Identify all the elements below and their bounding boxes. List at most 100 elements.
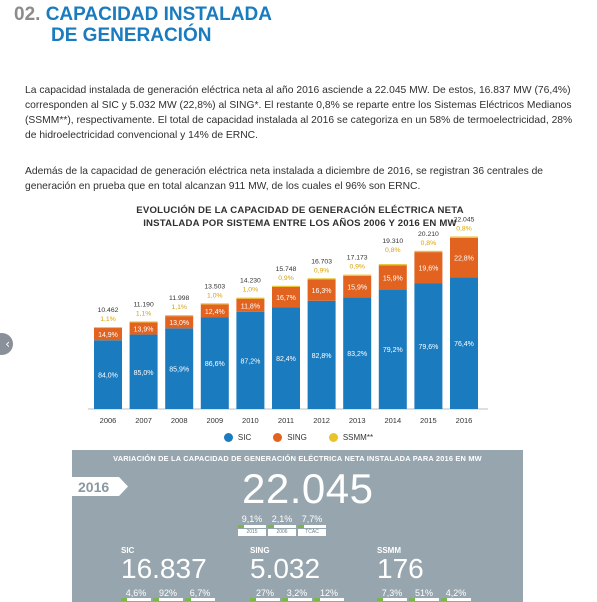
data-label-sic: 84,0% bbox=[98, 373, 118, 380]
data-label-sic: 76,4% bbox=[454, 341, 474, 348]
sic-variation-value: 4,6% bbox=[125, 588, 147, 598]
data-label-sic: 79,6% bbox=[418, 344, 438, 351]
bar-ssmm bbox=[414, 250, 443, 253]
chevron-left-icon[interactable]: ‹ bbox=[0, 333, 13, 355]
sic-variation-value: 6,7% bbox=[189, 588, 211, 598]
variation-panel: VARIACIÓN DE LA CAPACIDAD DE GENERACIÓN … bbox=[72, 450, 523, 602]
data-label-ssmm: 1,1% bbox=[100, 316, 116, 323]
total-variation-label: 2006 bbox=[268, 529, 296, 536]
data-label-sing: 13,9% bbox=[134, 326, 154, 333]
sing-variations: 27% 3,2% 12% bbox=[250, 588, 344, 601]
total-variation-value: 9,1% bbox=[241, 514, 263, 524]
sic-variations: 4,6% 92% 6,7% bbox=[121, 588, 215, 601]
chart-title: EVOLUCIÓN DE LA CAPACIDAD DE GENERACIÓN … bbox=[80, 204, 520, 230]
data-label-sing: 16,7% bbox=[276, 295, 296, 302]
bar-sic bbox=[200, 317, 229, 409]
data-label-total: 20.210 bbox=[418, 231, 439, 238]
total-capacity-value: 22.045 bbox=[242, 465, 374, 512]
data-label-sing: 22,8% bbox=[454, 256, 474, 263]
data-label-total: 14.230 bbox=[240, 278, 261, 285]
sing-value: 5.032 bbox=[250, 553, 321, 584]
x-tick-label: 2012 bbox=[313, 416, 330, 425]
data-label-sic: 87,2% bbox=[240, 358, 260, 365]
legend-item-sing: SING bbox=[273, 433, 307, 442]
panel-title: VARIACIÓN DE LA CAPACIDAD DE GENERACIÓN … bbox=[113, 454, 482, 463]
bar-ssmm bbox=[343, 274, 372, 276]
total-variation-item: 2,1% 2006 bbox=[268, 514, 296, 536]
variation-bar bbox=[268, 525, 296, 528]
stacked-bar-chart: 84,0% 14,9% 1,1% 10.462 2006 85,0% 13,9% 1,1% 11… bbox=[88, 216, 488, 425]
chart-title-line2: INSTALADA POR SISTEMA ENTRE LOS AÑOS 200… bbox=[143, 218, 457, 229]
variation-bar bbox=[298, 525, 326, 528]
legend-swatch-sic bbox=[223, 433, 233, 442]
data-label-ssmm: 1,1% bbox=[136, 310, 152, 317]
legend-swatch-sing bbox=[273, 433, 283, 442]
section-title-line2: DE GENERACIÓN bbox=[51, 25, 212, 46]
ssmm-value: 176 bbox=[377, 553, 424, 584]
sic-variation-value: 92% bbox=[158, 588, 177, 598]
variation-bar bbox=[238, 525, 266, 528]
ssmm-variation-value: 7,3% bbox=[381, 588, 403, 598]
data-label-sing: 13,0% bbox=[169, 320, 189, 327]
sing-variation-value: 3,2% bbox=[286, 588, 308, 598]
total-variation-label: 2015 bbox=[238, 529, 266, 536]
x-tick-label: 2006 bbox=[100, 416, 117, 425]
x-tick-label: 2009 bbox=[206, 416, 223, 425]
bar-ssmm bbox=[272, 285, 300, 287]
data-label-ssmm: 1,1% bbox=[171, 304, 187, 311]
bar-ssmm bbox=[129, 321, 158, 323]
x-tick-label: 2015 bbox=[420, 416, 437, 425]
ssmm-variations: 7,3% 51% 4,2% bbox=[377, 588, 471, 601]
data-label-ssmm: 0,8% bbox=[456, 225, 472, 232]
bar-sing bbox=[272, 286, 300, 308]
data-label-total: 17.173 bbox=[347, 255, 368, 262]
ssmm-label: SSMM bbox=[377, 546, 401, 555]
data-label-total: 16.703 bbox=[311, 258, 332, 265]
bar-sing bbox=[378, 265, 407, 290]
legend-swatch-ssmm bbox=[328, 433, 338, 442]
data-label-sing: 19,6% bbox=[418, 266, 438, 273]
bar-sic bbox=[378, 289, 407, 409]
data-label-sic: 85,0% bbox=[134, 370, 154, 377]
data-label-sing: 12,4% bbox=[205, 309, 225, 316]
bar-ssmm bbox=[200, 303, 229, 305]
intro-paragraph: La capacidad instalada de generación elé… bbox=[25, 85, 573, 142]
legend-item-ssmm: SSMM** bbox=[328, 433, 374, 442]
data-label-ssmm: 0,9% bbox=[314, 267, 330, 274]
bar-sing bbox=[129, 322, 158, 335]
data-label-total: 11.998 bbox=[169, 295, 190, 302]
bar-sing bbox=[343, 275, 372, 298]
x-tick-label: 2008 bbox=[171, 416, 188, 425]
chart-legend: SIC SING SSMM** bbox=[0, 433, 597, 442]
bar-sic bbox=[307, 300, 336, 409]
bar-ssmm bbox=[307, 278, 336, 280]
x-tick-label: 2016 bbox=[456, 416, 473, 425]
test-plants-paragraph: Además de la capacidad de generación elé… bbox=[25, 166, 544, 193]
total-variation-value: 2,1% bbox=[271, 514, 293, 524]
bar-sic bbox=[165, 328, 194, 409]
data-label-sic: 86,6% bbox=[205, 361, 225, 368]
bar-ssmm bbox=[165, 315, 194, 317]
data-label-total: 22.045 bbox=[454, 216, 475, 223]
bar-ssmm bbox=[236, 297, 265, 299]
legend-label-ssmm: SSMM** bbox=[342, 433, 374, 442]
data-label-total: 13.503 bbox=[204, 283, 225, 290]
bar-sing bbox=[450, 237, 478, 278]
bar-sing bbox=[200, 304, 229, 318]
bar-sing bbox=[94, 328, 122, 341]
section-number: 02. bbox=[14, 4, 41, 25]
bar-sic bbox=[414, 283, 443, 409]
x-tick-label: 2013 bbox=[349, 416, 366, 425]
bar-sing bbox=[236, 298, 265, 312]
total-variation-item: 9,1% 2015 bbox=[238, 514, 266, 536]
bar-ssmm bbox=[378, 264, 407, 266]
data-label-sic: 85,9% bbox=[169, 367, 189, 374]
data-label-total: 19.310 bbox=[382, 238, 403, 245]
data-label-sing: 14,9% bbox=[98, 332, 118, 339]
x-tick-label: 2014 bbox=[384, 416, 401, 425]
x-tick-label: 2010 bbox=[242, 416, 259, 425]
legend-label-sing: SING bbox=[287, 433, 307, 442]
bar-sic bbox=[343, 297, 372, 409]
total-variation-label: TCAC bbox=[298, 529, 326, 536]
bar-sic bbox=[129, 334, 158, 409]
